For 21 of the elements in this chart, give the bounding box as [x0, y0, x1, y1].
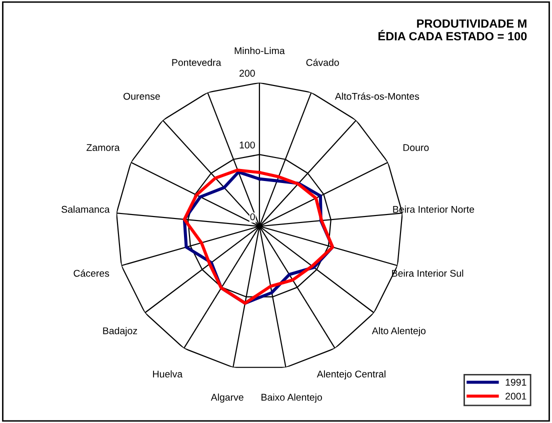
y-tick-label: 100 [240, 142, 255, 148]
y-tick-label: 0 [250, 213, 255, 220]
spoke-label: Pontevedra [172, 58, 222, 66]
spoke-label: AltoTrás-os-Montes [334, 92, 420, 100]
legend-label: 1991 [506, 378, 526, 386]
spoke-label: Zamora [86, 144, 120, 152]
spoke-label: Salamanca [62, 206, 110, 213]
spoke-label: Algarve [210, 394, 244, 403]
spoke-label: Alentejo Central [316, 370, 386, 380]
spoke-label: Ourense [124, 92, 160, 100]
spoke-label: Alto Alentejo [372, 327, 426, 336]
spoke-label: Huelva [153, 370, 183, 378]
legend-label: 2001 [506, 392, 526, 400]
spoke-label: Douro [403, 144, 429, 152]
spoke-label: Badajoz [103, 327, 138, 336]
chart-title: PRODUTIVIDADE M ÉDIA CADA ESTADO = 100 [378, 19, 527, 40]
spoke-label: Cáceres [74, 269, 110, 277]
spoke-label: Minho-Lima [234, 47, 285, 54]
spoke-label: Cávado [306, 58, 339, 66]
spoke-label: Baixo Alentejo [262, 394, 322, 403]
y-tick-label: 200 [240, 70, 255, 77]
